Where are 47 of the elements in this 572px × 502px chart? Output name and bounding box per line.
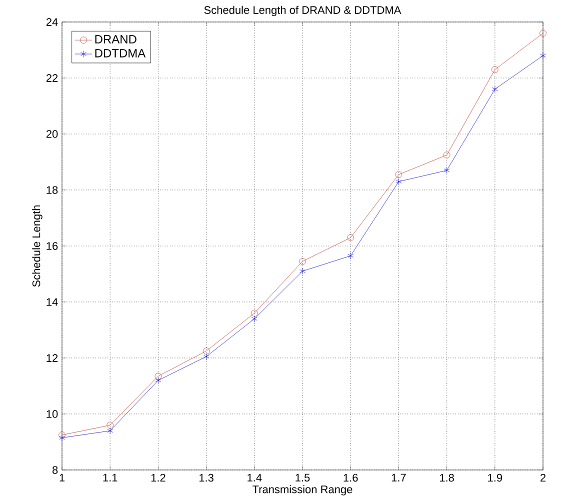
point (155, 376, 162, 384)
y-tick-label: 14 (46, 298, 58, 306)
point (58, 432, 66, 438)
x-tick-label: 1.1 (103, 474, 118, 482)
point (106, 422, 114, 429)
x-tick-label: 1.7 (392, 474, 406, 482)
x-tick-label: 1.3 (199, 474, 214, 482)
point (444, 166, 450, 174)
x-tick-label: 1.5 (296, 474, 310, 482)
x-tick-label: 1.6 (344, 474, 358, 482)
point (540, 30, 546, 37)
y-tick-label: 12 (46, 354, 58, 362)
y-tick-label: 24 (46, 18, 58, 26)
y-tick-label: 10 (46, 410, 58, 418)
point (492, 66, 498, 73)
x-tick-label: 1.4 (248, 474, 262, 482)
point (107, 427, 114, 434)
x-tick-label: 1.8 (440, 474, 454, 482)
point (492, 86, 498, 93)
point (395, 171, 402, 178)
y-tick-label: 8 (52, 466, 58, 474)
y-tick-label: 22 (46, 74, 58, 82)
point (154, 372, 162, 380)
x-tick-label: 1 (60, 474, 65, 482)
chart-title: Schedule Length of DRAND & DDTDMA (204, 6, 402, 16)
point (203, 353, 210, 360)
point (251, 315, 258, 322)
point (202, 348, 210, 354)
point (300, 268, 306, 275)
legend-label: DRAND (95, 35, 136, 44)
point (396, 178, 402, 185)
point (59, 434, 65, 442)
x-tick-label: 1.2 (151, 474, 166, 482)
x-tick-label: 2 (540, 474, 546, 482)
y-tick-label: 18 (46, 186, 58, 194)
point (443, 152, 450, 158)
y-tick-label: 16 (46, 242, 58, 250)
y-axis-title: Schedule Length (32, 205, 42, 287)
y-tick-label: 20 (46, 130, 58, 138)
x-tick-label: 1.9 (488, 474, 502, 482)
x-axis-title: Transmission Range (252, 485, 352, 496)
point (347, 234, 354, 241)
point (251, 310, 258, 317)
legend-label: DDTDMA (95, 49, 146, 58)
point (299, 258, 306, 265)
point (540, 52, 546, 59)
point (348, 252, 354, 260)
